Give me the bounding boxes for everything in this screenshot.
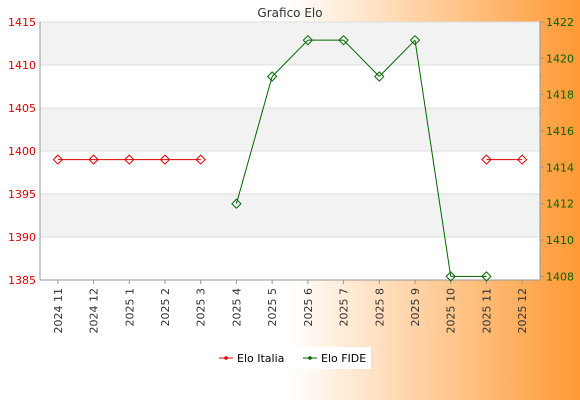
y-right-tick-label: 1418: [546, 89, 574, 102]
data-point: [88, 154, 99, 165]
data-point: [266, 71, 278, 82]
data-point: [409, 34, 421, 46]
series-1: [231, 34, 492, 282]
plot-band: [40, 194, 540, 237]
data-point: [374, 71, 385, 82]
series-segment: [271, 39, 309, 77]
plot-band: [40, 65, 540, 108]
legend-swatch-marker: [308, 356, 312, 360]
y-right-tick-label: 1420: [546, 52, 574, 65]
x-tick-label: 2024 12: [88, 288, 101, 334]
data-point: [124, 154, 135, 165]
plot-band: [40, 237, 540, 280]
x-tick-label: 2025 12: [516, 288, 529, 334]
x-tick-label: 2025 5: [266, 288, 279, 327]
y-right-tick-label: 1408: [546, 270, 574, 283]
data-point: [159, 154, 171, 165]
x-tick-label: 2024 11: [52, 288, 65, 334]
x-tick-label: 2025 9: [409, 288, 422, 327]
data-point: [338, 34, 349, 46]
x-tick-label: 2025 7: [338, 288, 351, 327]
axes: 1385 1390 1395 1400 1405 1410 1415 1408 1410 1412…: [8, 16, 574, 334]
legend-swatch-marker: [224, 356, 228, 360]
legend-label: Elo FIDE: [321, 352, 366, 365]
y-left-tick-label: 1410: [8, 59, 36, 72]
x-tick-label: 2025 3: [195, 288, 208, 327]
x-tick-label: 2025 11: [480, 288, 493, 334]
data-point: [481, 271, 492, 282]
data-point: [302, 34, 314, 46]
y-right-tick-label: 1410: [546, 234, 574, 247]
x-tick-label: 2025 8: [373, 288, 386, 327]
data-point: [52, 154, 64, 165]
series-layer: [52, 34, 528, 282]
chart-title: Grafico Elo: [257, 6, 322, 20]
plot-band: [40, 151, 540, 194]
legend-box: [211, 347, 371, 369]
plot-band: [40, 108, 540, 151]
series-segment: [235, 76, 273, 204]
y-left-tick-label: 1395: [8, 188, 36, 201]
y-right-tick-label: 1414: [546, 161, 574, 174]
data-point: [195, 154, 206, 165]
x-tick-label: 2025 4: [230, 288, 243, 327]
series-segment: [378, 39, 416, 77]
y-left-tick-label: 1385: [8, 274, 36, 287]
y-left-tick-label: 1405: [8, 102, 36, 115]
x-tick-label: 2025 10: [445, 288, 458, 334]
x-tick-label: 2025 6: [302, 288, 315, 327]
y-left-tick-label: 1415: [8, 16, 36, 29]
y-right-tick-label: 1422: [546, 16, 574, 29]
data-point: [516, 154, 528, 165]
data-point: [445, 271, 456, 282]
x-tick-label: 2025 1: [123, 288, 136, 327]
y-right-tick-label: 1416: [546, 125, 574, 138]
data-point: [481, 154, 492, 165]
x-tick-label: 2025 2: [159, 288, 172, 327]
series-segment: [414, 40, 452, 277]
series-segment: [343, 39, 380, 77]
legend-label: Elo Italia: [237, 352, 284, 365]
legend: Elo Italia Elo FIDE: [211, 347, 371, 369]
y-left-tick-label: 1390: [8, 231, 36, 244]
data-point: [231, 198, 242, 209]
series-0: [52, 154, 528, 165]
y-left-tick-label: 1400: [8, 145, 36, 158]
y-right-tick-label: 1412: [546, 198, 574, 211]
